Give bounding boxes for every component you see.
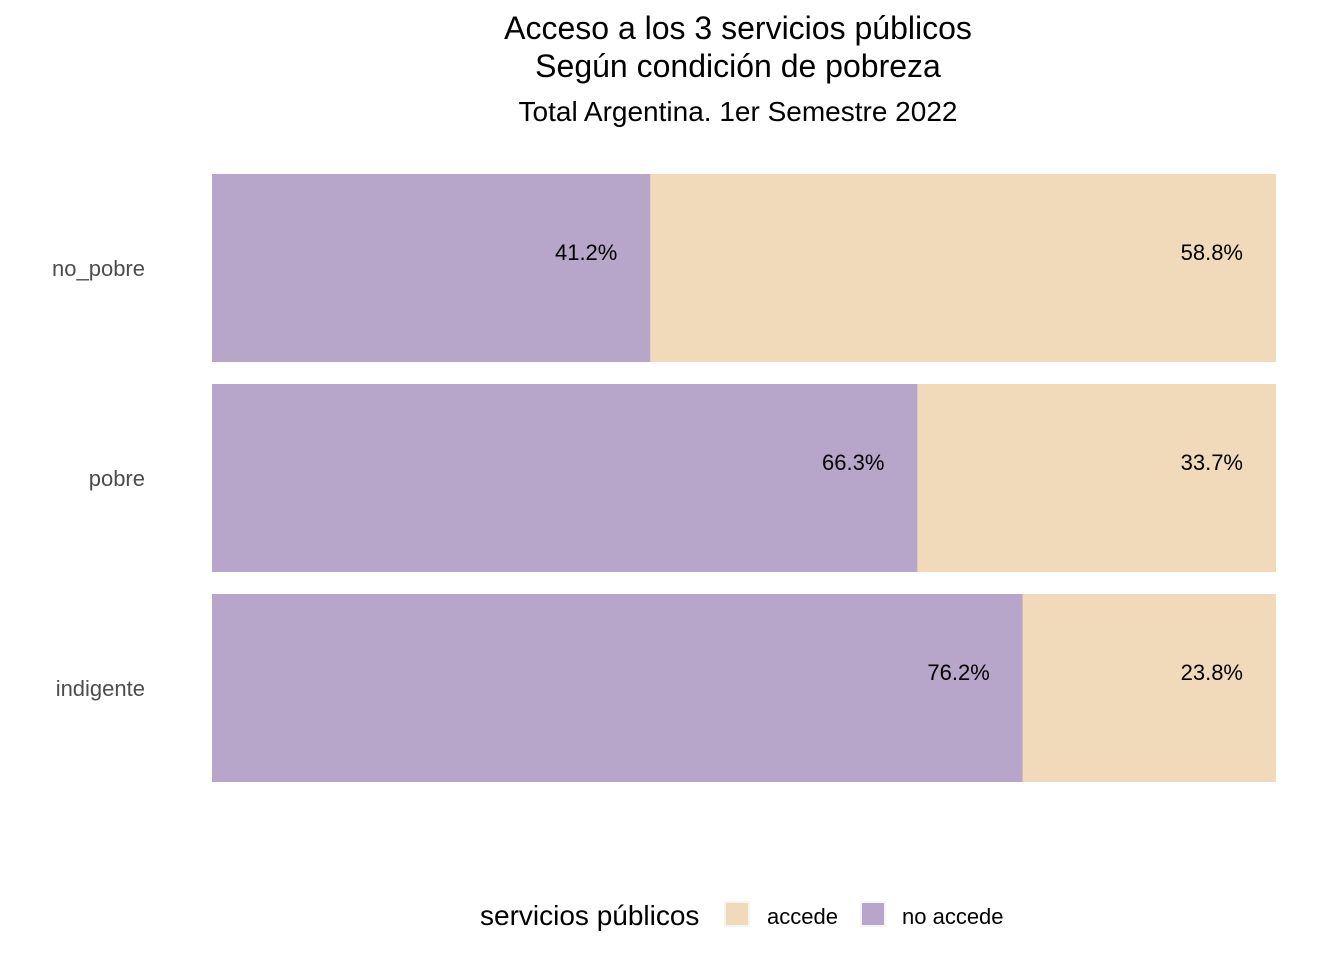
y-tick-label-no-pobre: no_pobre bbox=[52, 256, 145, 281]
data-label-accede-indigente: 23.8% bbox=[1181, 660, 1243, 685]
y-tick-label-pobre: pobre bbox=[89, 466, 145, 491]
bar-accede-pobre bbox=[917, 384, 1276, 572]
legend-swatch-accede bbox=[724, 901, 750, 927]
chart-title: Acceso a los 3 servicios públicos bbox=[504, 10, 972, 46]
legend-swatch-no-accede bbox=[860, 901, 886, 927]
data-label-no-accede-pobre: 66.3% bbox=[822, 450, 884, 475]
legend: servicios públicos accede no accede bbox=[0, 896, 1344, 940]
legend-label-no-accede: no accede bbox=[902, 904, 1004, 929]
bar-accede-no-pobre bbox=[650, 174, 1276, 362]
bar-no-accede-no-pobre bbox=[212, 174, 651, 362]
chart-subtitle: Total Argentina. 1er Semestre 2022 bbox=[518, 96, 958, 127]
chart-title-line2: Según condición de pobreza bbox=[535, 48, 941, 84]
data-label-no-accede-indigente: 76.2% bbox=[927, 660, 989, 685]
y-tick-label-indigente: indigente bbox=[56, 676, 145, 701]
legend-title: servicios públicos bbox=[480, 900, 700, 931]
legend-label-accede: accede bbox=[767, 904, 838, 929]
chart-plot-area: no_pobre 41.2% 58.8% pobre 66.3% 33.7% indigen… bbox=[52, 174, 1276, 782]
data-label-accede-pobre: 33.7% bbox=[1181, 450, 1243, 475]
bar-no-accede-indigente bbox=[212, 594, 1023, 782]
data-label-no-accede-no-pobre: 41.2% bbox=[555, 240, 617, 265]
bar-no-accede-pobre bbox=[212, 384, 918, 572]
data-label-accede-no-pobre: 58.8% bbox=[1181, 240, 1243, 265]
bar-accede-indigente bbox=[1022, 594, 1276, 782]
